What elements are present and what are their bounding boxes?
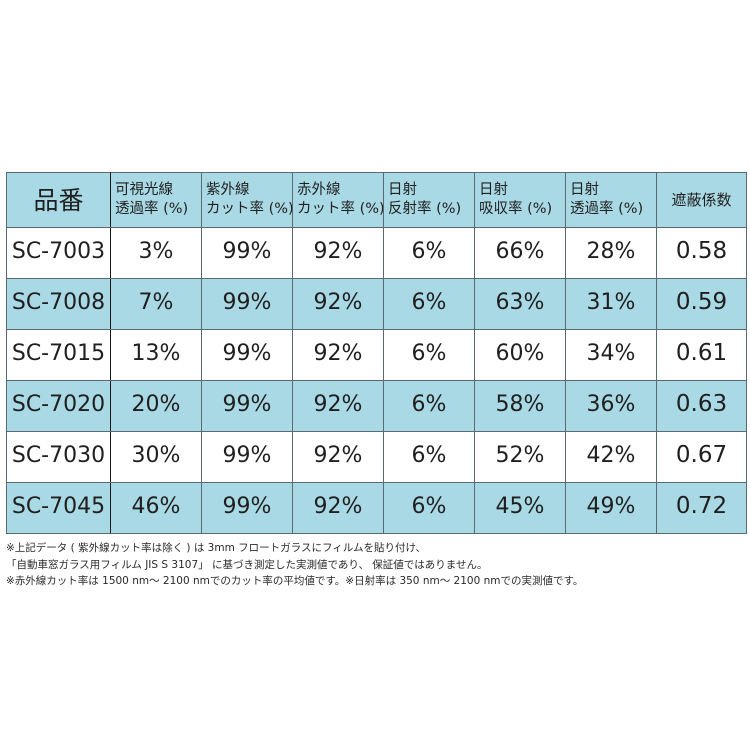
header-solar-absorptance: 日射 吸収率 (%) [474, 172, 566, 228]
cell-transmit: 36% [565, 380, 657, 432]
header-label-line2: 反射率 (%) [388, 201, 462, 217]
header-visible-transmittance: 可視光線 透過率 (%) [110, 172, 202, 228]
cell-ir: 92% [292, 227, 384, 279]
cell-absorb: 66% [474, 227, 566, 279]
cell-model: SC-7003 [6, 227, 111, 279]
cell-absorb: 45% [474, 482, 566, 534]
cell-model: SC-7030 [6, 431, 111, 483]
cell-shading-coefficient: 0.59 [656, 278, 747, 330]
cell-shading-coefficient: 0.58 [656, 227, 747, 279]
cell-uv: 99% [201, 482, 293, 534]
footnote-jis-standard: 「自動車窓ガラス用フィルム JIS S 3107」 に基づき測定した実測値であり… [6, 558, 488, 571]
header-label-line1: 可視光線 [115, 182, 173, 198]
footnotes: ※上記データ ( 紫外線カット率は除く ) は 3mm フロートガラスにフィルム… [6, 540, 746, 590]
header-label-line2: カット率 (%) [206, 201, 293, 217]
cell-uv: 99% [201, 278, 293, 330]
cell-ir: 92% [292, 278, 384, 330]
cell-model: SC-7020 [6, 380, 111, 432]
film-spec-table: 品番 可視光線 透過率 (%) 紫外線 カット率 (%) 赤外線 カット率 (%… [6, 172, 747, 534]
header-solar-reflectance: 日射 反射率 (%) [383, 172, 475, 228]
cell-transmit: 42% [565, 431, 657, 483]
cell-transmit: 49% [565, 482, 657, 534]
cell-absorb: 52% [474, 431, 566, 483]
cell-ir: 92% [292, 431, 384, 483]
header-label-line1: 日射 [388, 182, 417, 198]
cell-reflect: 6% [383, 431, 475, 483]
table-row: SC-7015 13% 99% 92% 6% 60% 34% 0.61 [6, 329, 747, 381]
cell-absorb: 60% [474, 329, 566, 381]
cell-shading-coefficient: 0.63 [656, 380, 747, 432]
header-label-line2: 吸収率 (%) [479, 201, 553, 217]
cell-shading-coefficient: 0.72 [656, 482, 747, 534]
cell-visible: 46% [110, 482, 202, 534]
cell-shading-coefficient: 0.67 [656, 431, 747, 483]
header-label-line2: カット率 (%) [297, 201, 384, 217]
cell-uv: 99% [201, 329, 293, 381]
header-label-line1: 紫外線 [206, 182, 250, 198]
table-row: SC-7020 20% 99% 92% 6% 58% 36% 0.63 [6, 380, 747, 432]
cell-uv: 99% [201, 380, 293, 432]
cell-ir: 92% [292, 329, 384, 381]
cell-shading-coefficient: 0.61 [656, 329, 747, 381]
cell-reflect: 6% [383, 329, 475, 381]
footnote-wavelength-ranges: ※赤外線カット率は 1500 nm～ 2100 nmでのカット率の平均値です。※… [6, 575, 584, 587]
header-uv-cut: 紫外線 カット率 (%) [201, 172, 293, 228]
cell-model: SC-7008 [6, 278, 111, 330]
cell-visible: 30% [110, 431, 202, 483]
cell-reflect: 6% [383, 278, 475, 330]
cell-absorb: 58% [474, 380, 566, 432]
table-row: SC-7003 3% 99% 92% 6% 66% 28% 0.58 [6, 227, 747, 279]
header-shading-coefficient: 遮蔽係数 [656, 172, 747, 228]
table-row: SC-7045 46% 99% 92% 6% 45% 49% 0.72 [6, 482, 747, 534]
cell-transmit: 28% [565, 227, 657, 279]
cell-model: SC-7045 [6, 482, 111, 534]
header-model: 品番 [6, 172, 111, 228]
cell-model: SC-7015 [6, 329, 111, 381]
header-label-line1: 赤外線 [297, 182, 341, 198]
header-label-line2: 透過率 (%) [115, 201, 189, 217]
table-row: SC-7008 7% 99% 92% 6% 63% 31% 0.59 [6, 278, 747, 330]
cell-uv: 99% [201, 431, 293, 483]
table-header-row: 品番 可視光線 透過率 (%) 紫外線 カット率 (%) 赤外線 カット率 (%… [6, 172, 747, 228]
cell-uv: 99% [201, 227, 293, 279]
header-label-line1: 日射 [479, 182, 508, 198]
header-label-line1: 日射 [570, 182, 599, 198]
cell-visible: 7% [110, 278, 202, 330]
cell-reflect: 6% [383, 227, 475, 279]
cell-transmit: 34% [565, 329, 657, 381]
cell-transmit: 31% [565, 278, 657, 330]
cell-reflect: 6% [383, 380, 475, 432]
table-row: SC-7030 30% 99% 92% 6% 52% 42% 0.67 [6, 431, 747, 483]
footnote-measurement-conditions: ※上記データ ( 紫外線カット率は除く ) は 3mm フロートガラスにフィルム… [6, 542, 426, 554]
cell-ir: 92% [292, 380, 384, 432]
cell-ir: 92% [292, 482, 384, 534]
header-ir-cut: 赤外線 カット率 (%) [292, 172, 384, 228]
header-solar-transmittance: 日射 透過率 (%) [565, 172, 657, 228]
cell-reflect: 6% [383, 482, 475, 534]
header-label-line2: 透過率 (%) [570, 201, 644, 217]
cell-visible: 20% [110, 380, 202, 432]
cell-visible: 13% [110, 329, 202, 381]
cell-absorb: 63% [474, 278, 566, 330]
cell-visible: 3% [110, 227, 202, 279]
